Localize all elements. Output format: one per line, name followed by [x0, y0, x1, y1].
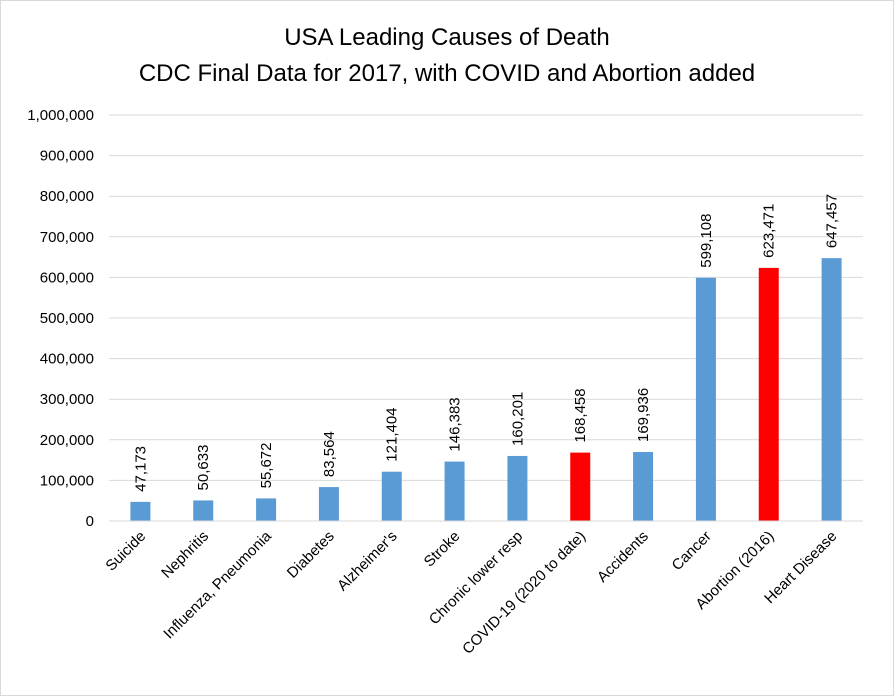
- y-tick-label: 0: [86, 513, 94, 530]
- y-tick-label: 1,000,000: [27, 107, 94, 124]
- bar: [758, 267, 779, 521]
- gridlines: [109, 114, 863, 481]
- bar: [318, 487, 339, 521]
- data-label: 647,457: [824, 194, 841, 248]
- data-label: 55,672: [258, 443, 275, 489]
- category-label: COVID-19 (2020 to date): [459, 528, 589, 658]
- bar: [570, 452, 591, 521]
- data-label: 169,936: [635, 388, 652, 442]
- data-label: 50,633: [195, 445, 212, 491]
- bar: [444, 461, 465, 521]
- data-label: 168,458: [572, 388, 589, 442]
- y-tick-label: 700,000: [40, 229, 94, 246]
- category-label: Stroke: [421, 528, 464, 571]
- y-tick-label: 900,000: [40, 148, 94, 165]
- bar: [381, 471, 402, 521]
- y-tick-label: 600,000: [40, 269, 94, 286]
- data-label: 121,404: [384, 407, 401, 461]
- chart-title: USA Leading Causes of Death: [284, 24, 610, 51]
- y-axis-ticks: 0 100,000 200,000 300,000 400,000 500,000 600,…: [27, 107, 94, 530]
- data-label: 146,383: [447, 397, 464, 451]
- y-tick-label: 400,000: [40, 351, 94, 368]
- y-tick-label: 500,000: [40, 310, 94, 327]
- bars: [130, 258, 842, 521]
- data-label: 623,471: [761, 204, 778, 258]
- category-label: Accidents: [594, 528, 652, 586]
- category-label: Nephritis: [158, 528, 212, 582]
- bar: [633, 452, 654, 521]
- data-label: 599,108: [698, 214, 715, 268]
- bar: [821, 258, 842, 521]
- chart-subtitle: CDC Final Data for 2017, with COVID and …: [139, 60, 755, 87]
- category-label: Influenza, Pneumonia: [160, 527, 275, 642]
- data-labels: 47,173 50,633 55,672 83,564 121,404 146,383 16…: [132, 194, 840, 492]
- data-label: 83,564: [321, 431, 338, 477]
- category-label: Alzheimer's: [334, 528, 401, 595]
- y-tick-label: 800,000: [40, 188, 94, 205]
- bar: [256, 498, 277, 521]
- bar: [507, 455, 528, 521]
- category-label: Cancer: [669, 528, 715, 574]
- y-tick-label: 200,000: [40, 432, 94, 449]
- data-label: 160,201: [509, 392, 526, 446]
- category-label: Suicide: [102, 528, 149, 575]
- bar: [130, 501, 151, 521]
- data-label: 47,173: [132, 446, 149, 492]
- y-tick-label: 100,000: [40, 472, 94, 489]
- category-label: Diabetes: [284, 528, 338, 582]
- y-tick-label: 300,000: [40, 391, 94, 408]
- bar: [695, 277, 716, 521]
- bar: [193, 500, 214, 521]
